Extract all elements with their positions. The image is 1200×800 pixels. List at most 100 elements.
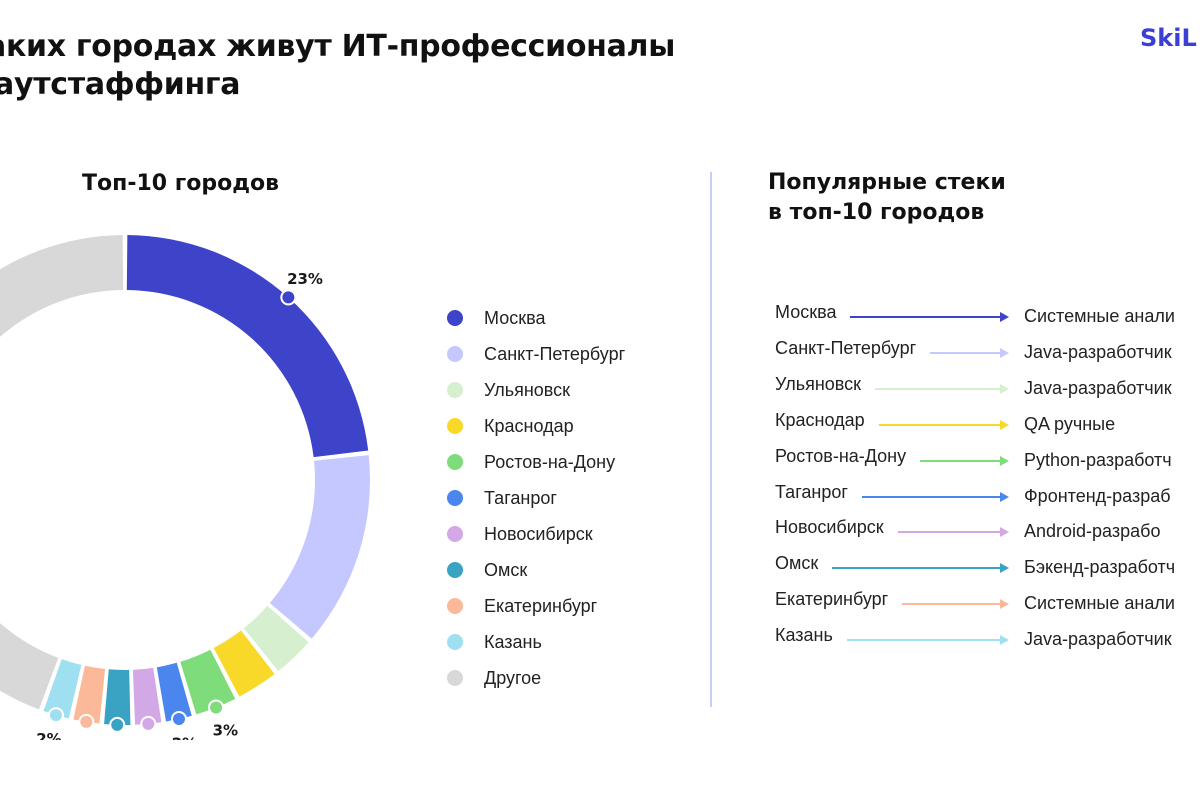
legend-swatch [447, 526, 463, 542]
stack-city: Казань [775, 625, 833, 646]
legend-swatch [447, 310, 463, 326]
stacks-title-line-2: в топ-10 городов [768, 200, 985, 225]
legend-swatch [447, 418, 463, 434]
donut-slice-3 [213, 630, 275, 697]
legend-item: Другое [447, 660, 625, 696]
stack-row: Краснодар QA ручные [0, 410, 1200, 440]
legend-label: Санкт-Петербург [484, 343, 626, 364]
legend-label: Другое [484, 667, 542, 688]
stack-city: Санкт-Петербург [775, 337, 917, 358]
donut-slice-6 [132, 667, 162, 725]
legend-swatch [447, 346, 463, 362]
legend-item: Омск [447, 552, 625, 588]
stack-name: Java-разработчик [1024, 341, 1172, 362]
donut-slice-9 [43, 659, 82, 719]
stack-name: Android-разрабо [1024, 521, 1161, 542]
stack-city: Новосибирск [775, 517, 884, 538]
donut-slice-7 [104, 669, 131, 726]
slice-marker-8 [78, 713, 95, 730]
stack-city: Омск [775, 553, 819, 574]
slice-marker-0 [280, 289, 297, 306]
stack-city: Ульяновск [775, 373, 862, 394]
stack-city: Таганрог [775, 481, 848, 502]
donut-slice-5 [156, 662, 192, 722]
stack-row: Омск Бэкенд-разработч [0, 553, 1200, 583]
slice-value-label-8: 2% [70, 738, 95, 740]
slice-value-label-0: 23% [287, 270, 323, 288]
brand-logo: SkiL [1140, 24, 1197, 52]
stack-city: Краснодар [775, 409, 865, 430]
slice-marker-4 [208, 699, 225, 716]
stack-name: Python-разработч [1024, 449, 1172, 470]
stack-city: Ростов-на-Дону [775, 445, 907, 466]
donut-slice-10 [0, 235, 124, 710]
stack-row: Санкт-Петербург Java-разработчик [0, 338, 1200, 368]
stack-row: Новосибирск Android-разрабо [0, 517, 1200, 547]
legend-item: Ростов-на-Дону [447, 444, 625, 480]
legend-label: Новосибирск [484, 523, 593, 544]
legend-label: Ульяновск [484, 379, 571, 400]
legend-item: Таганрог [447, 480, 625, 516]
page-title-line-2: аутстаффинга [0, 67, 241, 102]
legend-item: Ульяновск [447, 372, 625, 408]
arrow-icon [902, 599, 1009, 610]
arrow-icon [832, 563, 1009, 574]
stack-city: Москва [775, 302, 837, 322]
stack-name: Бэкенд-разработч [1024, 557, 1176, 578]
slice-value-label-5: 2% [172, 734, 197, 740]
arrow-icon [920, 455, 1009, 466]
legend-label: Екатеринбург [484, 595, 598, 616]
slice-marker-6 [140, 715, 157, 732]
legend-item: Новосибирск [447, 516, 625, 552]
stack-row: Ростов-на-Дону Python-разработч [0, 446, 1200, 476]
stack-name: Системные анали [1024, 306, 1175, 326]
legend-item: Санкт-Петербург [447, 336, 625, 372]
slice-marker-9 [47, 707, 64, 724]
legend-item: Москва [447, 300, 625, 336]
legend-swatch [447, 634, 463, 650]
slice-marker-7 [109, 716, 126, 733]
arrow-icon [930, 347, 1009, 358]
arrow-icon [879, 419, 1009, 430]
legend-label: Краснодар [484, 415, 574, 436]
stack-city: Екатеринбург [775, 589, 889, 610]
legend-item: Екатеринбург [447, 588, 625, 624]
stack-name: Фронтенд-разраб [1024, 485, 1171, 506]
page-title-line-1: аких городах живут ИТ-профессионалы [0, 29, 676, 64]
legend-swatch [447, 382, 463, 398]
legend-label: Москва [484, 307, 546, 328]
slice-marker-5 [170, 710, 187, 727]
stack-name: QA ручные [1024, 413, 1116, 434]
legend-swatch [447, 454, 463, 470]
donut-chart: 23%3%2%2%2%2%2%44% [0, 235, 370, 740]
stack-row: Екатеринбург Системные анали [0, 589, 1200, 619]
stack-name: Системные анали [1024, 593, 1175, 614]
slice-value-label-9: 2% [36, 730, 61, 740]
donut-slice-1 [269, 455, 370, 639]
chart-title: Топ-10 городов [82, 171, 280, 196]
page-title: аких городах живут ИТ-профессионалы аутс… [0, 28, 675, 104]
arrow-icon [875, 383, 1009, 394]
legend-swatch [447, 598, 463, 614]
donut-slice-2 [243, 605, 309, 672]
legend-label: Таганрог [484, 487, 557, 508]
stack-row: Москва Системные анали [0, 302, 1200, 332]
legend-item: Казань [447, 624, 625, 660]
stack-name: Java-разработчик [1024, 377, 1172, 398]
chart-legend: Москва Санкт-Петербург Ульяновск Краснодар Р… [447, 300, 625, 696]
legend-label: Казань [484, 631, 542, 652]
donut-slice-0 [126, 235, 369, 458]
donut-slice-8 [73, 665, 106, 724]
stack-row: Ульяновск Java-разработчик [0, 374, 1200, 404]
stacks-title-line-1: Популярные стеки [768, 170, 1006, 195]
arrow-icon [847, 635, 1009, 646]
legend-swatch [447, 562, 463, 578]
stack-name: Java-разработчик [1024, 629, 1172, 650]
stack-row: Казань Java-разработчик [0, 625, 1200, 655]
arrow-icon [850, 312, 1009, 322]
section-divider [710, 172, 712, 707]
stack-row: Таганрог Фронтенд-разраб [0, 482, 1200, 512]
arrow-icon [898, 527, 1009, 538]
slice-value-label-4: 3% [213, 722, 238, 740]
legend-swatch [447, 670, 463, 686]
